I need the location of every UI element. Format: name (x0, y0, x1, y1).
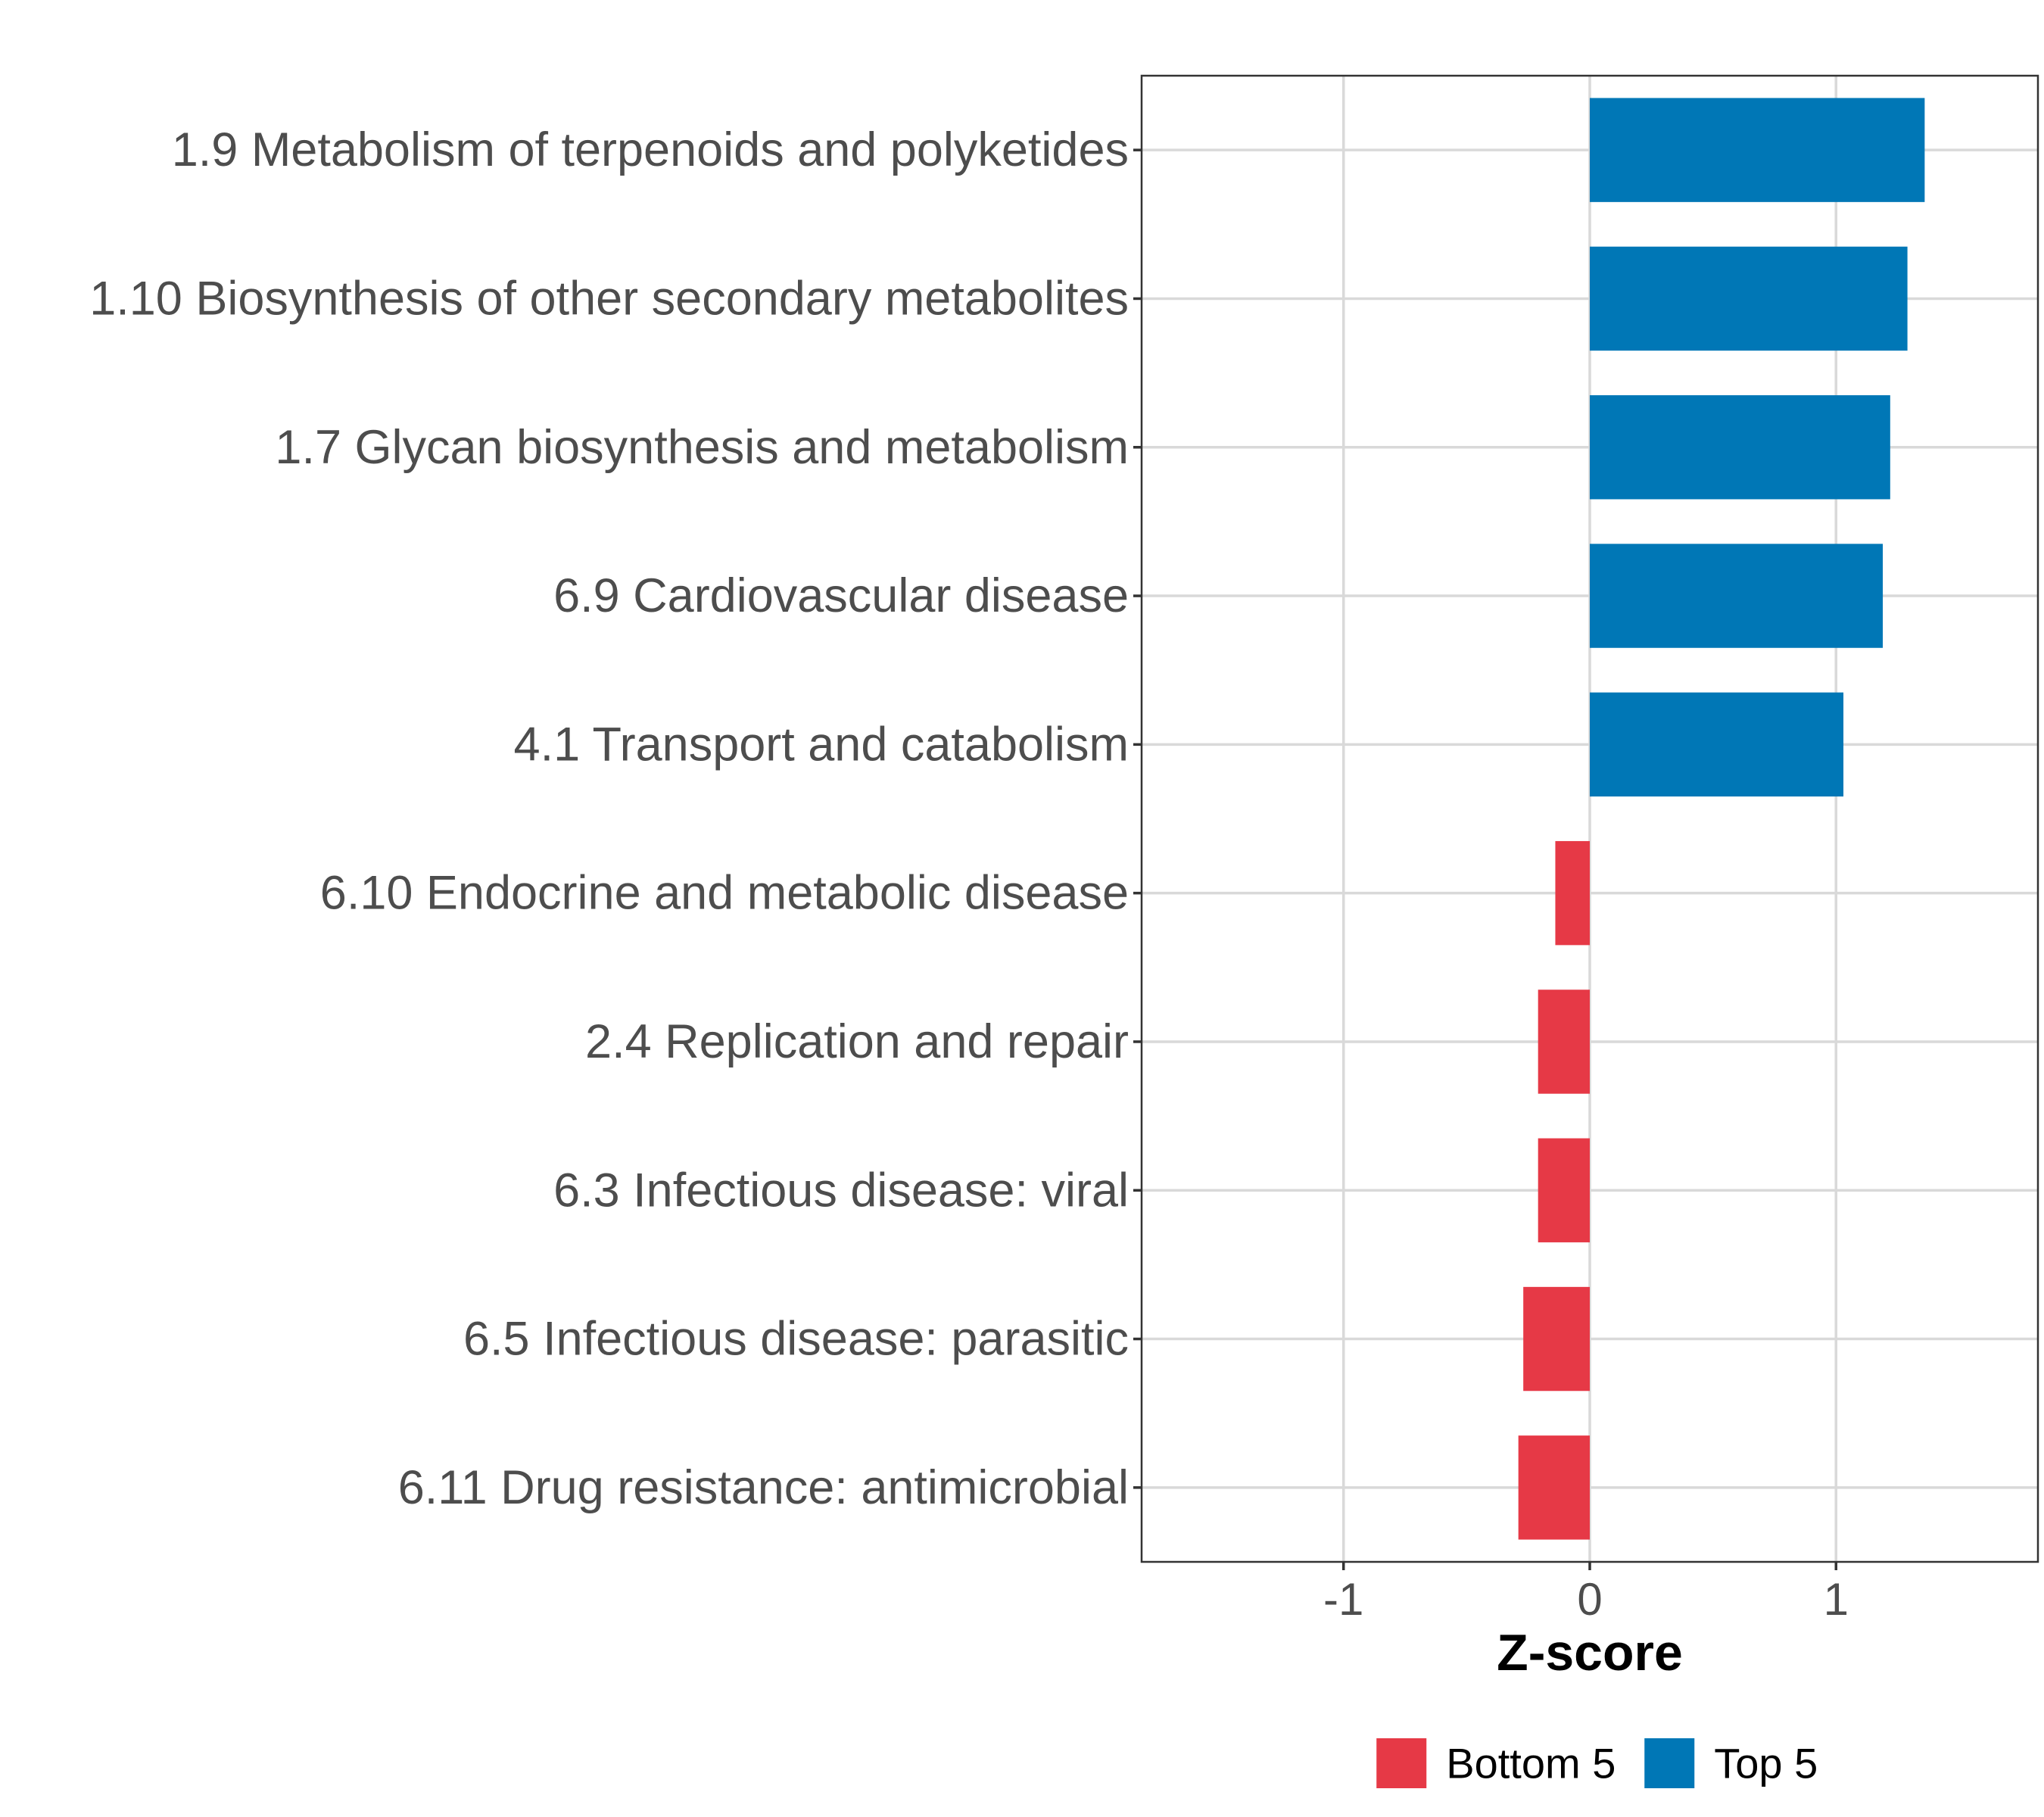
x-tick-label: -1 (1323, 1574, 1363, 1625)
y-tick-label: 6.5 Infectious disease: parasitic (463, 1313, 1129, 1366)
legend-key-top5 (1644, 1738, 1695, 1788)
y-tick-label: 6.10 Endocrine and metabolic disease (320, 867, 1129, 920)
y-tick-label: 2.4 Replication and repair (585, 1015, 1129, 1068)
bar-bottom5-6 (1538, 990, 1590, 1094)
y-tick-label: 1.10 Biosynthesis of other secondary met… (89, 272, 1129, 325)
bar-bottom5-7 (1538, 1138, 1590, 1242)
bar-bottom5-9 (1518, 1435, 1590, 1540)
x-tick-label: 1 (1824, 1574, 1849, 1625)
x-tick-label: 0 (1577, 1574, 1602, 1625)
legend: Bottom 5 Top 5 (1376, 1738, 1818, 1788)
axis-ticks (1133, 148, 1838, 1570)
x-axis-title: Z-score (1497, 1624, 1683, 1681)
bar-top5-1 (1590, 246, 1908, 351)
y-tick-label: 1.9 Metabolism of terpenoids and polyket… (172, 123, 1129, 176)
bar-top5-2 (1590, 395, 1890, 500)
y-tick-label: 1.7 Glycan biosynthesis and metabolism (275, 421, 1129, 474)
y-tick-label: 6.11 Drug resistance: antimicrobial (398, 1461, 1129, 1514)
legend-key-bottom5 (1376, 1738, 1427, 1788)
bar-top5-4 (1590, 692, 1844, 797)
x-axis-labels: -1 0 1 (1323, 1574, 1849, 1625)
y-tick-label: 6.3 Infectious disease: viral (553, 1164, 1129, 1217)
legend-label-top5: Top 5 (1714, 1740, 1818, 1787)
bars (1518, 98, 1925, 1540)
y-tick-label: 6.9 Cardiovascular disease (553, 569, 1129, 622)
bar-bottom5-5 (1555, 840, 1590, 946)
bar-top5-0 (1590, 98, 1925, 202)
bar-top5-3 (1590, 544, 1884, 648)
y-axis-labels: 1.9 Metabolism of terpenoids and polyket… (89, 123, 1129, 1514)
y-tick-label: 4.1 Transport and catabolism (514, 718, 1129, 771)
bar-bottom5-8 (1523, 1286, 1590, 1392)
legend-label-bottom5: Bottom 5 (1446, 1740, 1616, 1787)
